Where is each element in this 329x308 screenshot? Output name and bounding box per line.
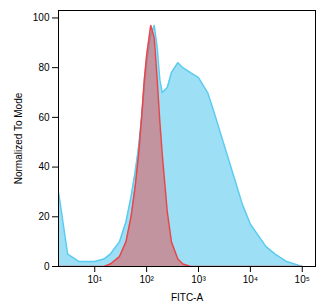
svg-text:0: 0	[44, 261, 50, 272]
svg-text:80: 80	[38, 62, 50, 73]
svg-text:10⁴: 10⁴	[243, 274, 258, 285]
svg-text:10²: 10²	[139, 274, 154, 285]
svg-text:10¹: 10¹	[88, 274, 103, 285]
svg-text:20: 20	[38, 211, 50, 222]
svg-text:100: 100	[33, 12, 50, 23]
svg-text:Normalized To Mode: Normalized To Mode	[13, 92, 24, 184]
svg-text:10⁵: 10⁵	[295, 274, 310, 285]
svg-text:10³: 10³	[191, 274, 206, 285]
svg-text:FITC-A: FITC-A	[171, 292, 204, 303]
svg-text:60: 60	[38, 112, 50, 123]
svg-text:40: 40	[38, 161, 50, 172]
